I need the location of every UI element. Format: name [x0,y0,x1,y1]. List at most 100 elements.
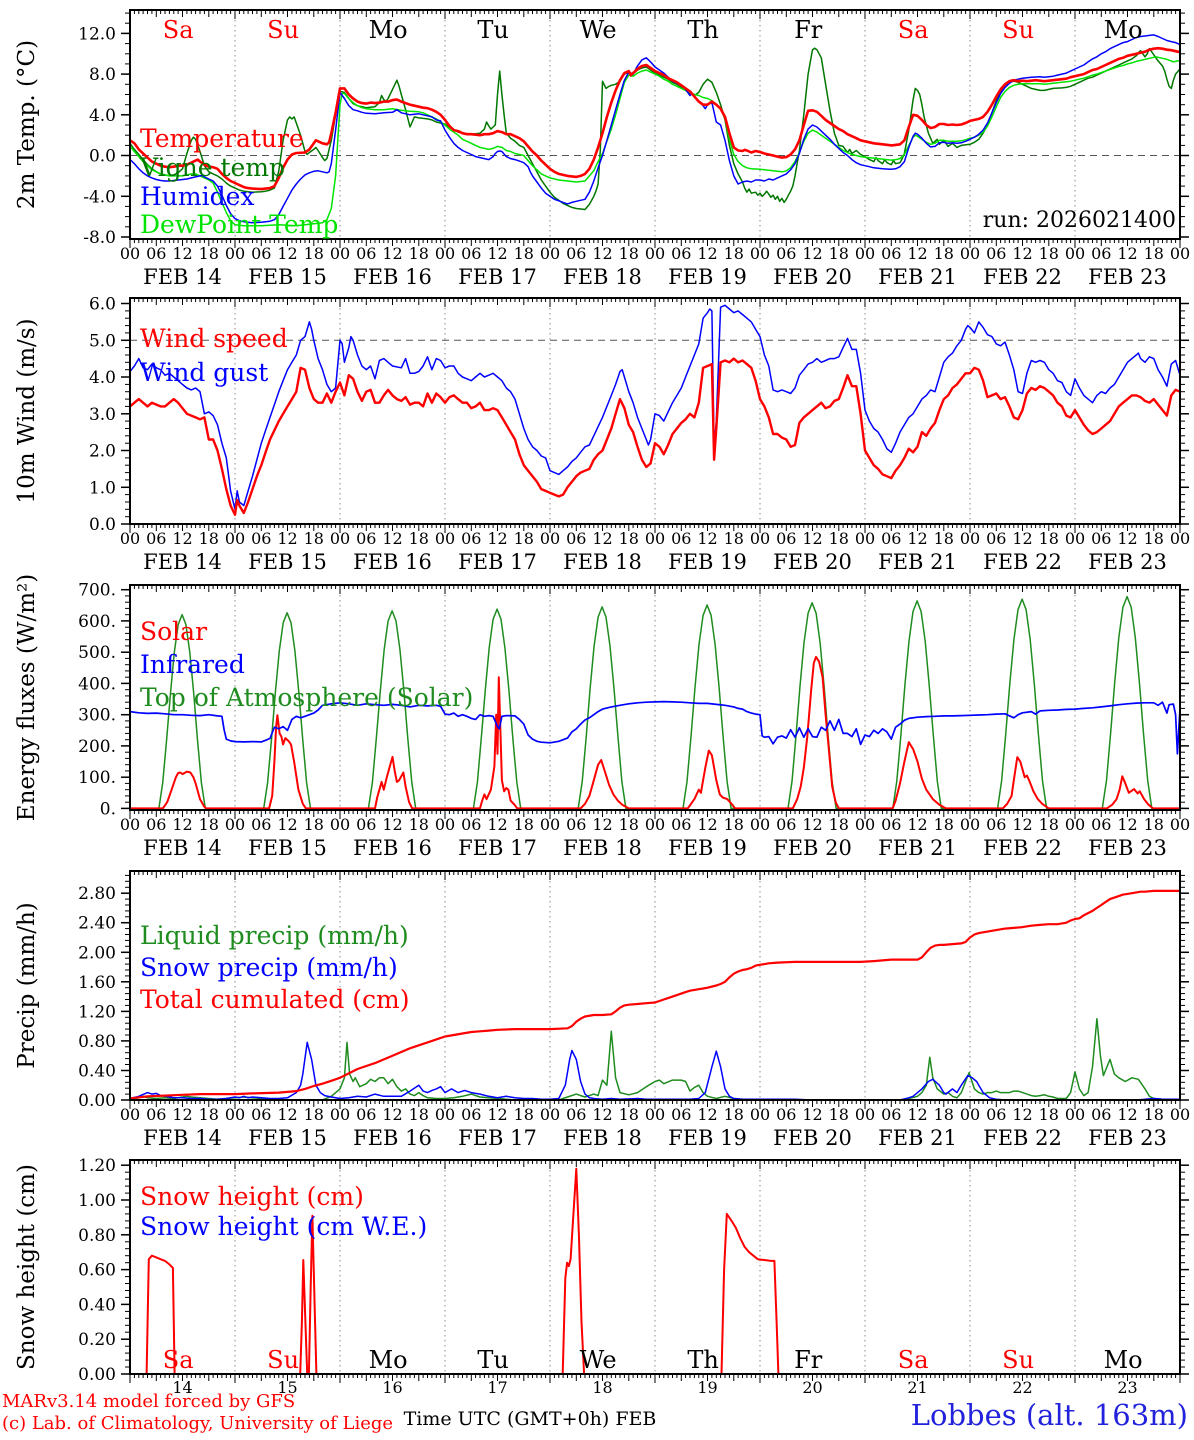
date-label: FEB 21 [878,265,957,289]
y-tick-label: 200. [78,737,116,757]
hour-label: 00 [960,815,980,834]
hour-label: 06 [356,1105,376,1124]
hour-label: 06 [461,529,481,548]
hour-label: 06 [1091,529,1111,548]
legend-precip-1: Snow precip (mm/h) [140,953,398,982]
y-tick-label: 1.20 [78,1002,116,1022]
date-label: FEB 15 [248,836,327,860]
y-axis-title: Energy fluxes (W/m²) [14,574,40,821]
hour-label: 00 [120,529,140,548]
series-infrared [129,700,1181,755]
hour-label: 00 [750,529,770,548]
hour-label: 00 [645,1105,665,1124]
hour-label: 00 [120,815,140,834]
hour-label: 18 [199,529,219,548]
hour-label: 06 [881,529,901,548]
hour-label: 06 [146,1105,166,1124]
y-tick-label: 0.40 [78,1061,116,1081]
hour-label: 18 [619,815,639,834]
hour-label: 06 [251,1105,271,1124]
hour-label: 00 [330,529,350,548]
date-label: FEB 22 [983,265,1062,289]
hour-label: 06 [776,1105,796,1124]
hour-label: 00 [1065,1105,1085,1124]
y-tick-label: 0. [100,799,116,819]
hour-label: 12 [172,244,192,263]
date-label: FEB 18 [563,836,642,860]
hour-label: 18 [1144,529,1164,548]
day-number-label: 16 [382,1378,402,1397]
hour-label: 12 [697,815,717,834]
legend-temperature-2: Humidex [140,182,255,211]
hour-label: 12 [382,1105,402,1124]
hour-label: 00 [855,1105,875,1124]
day-number-label: 19 [697,1378,717,1397]
day-name-label: Th [687,1346,718,1374]
date-label: FEB 20 [773,550,852,574]
hour-label: 06 [461,1105,481,1124]
date-label: FEB 14 [143,1126,222,1150]
hour-label: 18 [619,529,639,548]
hour-label: 06 [1091,244,1111,263]
day-name-label: Su [267,16,299,44]
hour-label: 12 [802,529,822,548]
hour-label: 00 [540,244,560,263]
hour-label: 00 [1065,244,1085,263]
date-label: FEB 20 [773,265,852,289]
date-label: FEB 16 [353,836,432,860]
panel-temperature: 12.08.04.00.0-4.0-8.000 06 12 18 00 06 12 18 00 0… [14,9,1190,289]
hour-label: 00 [225,1105,245,1124]
day-name-label: Sa [898,16,929,44]
date-label: FEB 15 [248,265,327,289]
day-name-label: Tu [477,1346,508,1374]
hour-label: 18 [304,529,324,548]
series-wind-speed [129,357,1181,516]
hour-label: 06 [356,815,376,834]
series-wind-gust [129,304,1181,511]
hour-label: 06 [251,529,271,548]
hour-label: 12 [1012,1105,1032,1124]
hour-label: 12 [697,1105,717,1124]
day-name-label: We [580,16,617,44]
hour-label: 00 [645,244,665,263]
hour-label: 06 [1091,1105,1111,1124]
day-name-label: Sa [163,1346,194,1374]
hour-label: 06 [461,244,481,263]
day-number-label: 20 [802,1378,822,1397]
panel-energy-fluxes: 700.600.500.400.300.200.100.0.00 06 12 18 00… [14,574,1190,860]
y-tick-label: 2.40 [78,914,116,934]
hour-label: 12 [697,529,717,548]
y-tick-label: 0.80 [78,1032,116,1052]
hour-label: 00 [225,529,245,548]
hour-label: 18 [724,529,744,548]
hour-label: 06 [1091,815,1111,834]
day-number-label: 23 [1117,1378,1137,1397]
hour-label: 18 [934,529,954,548]
hour-label: 18 [409,815,429,834]
hour-label: 06 [356,244,376,263]
hour-label: 18 [409,529,429,548]
day-name-label: Mo [369,1346,408,1374]
legend-temperature-3: DewPoint Temp [140,210,338,239]
y-tick-label: 2.00 [78,943,116,963]
y-tick-label: 4.0 [89,368,116,388]
hour-label: 18 [934,244,954,263]
date-label: FEB 18 [563,1126,642,1150]
y-tick-label: 2.80 [78,884,116,904]
day-name-label: Fr [794,16,823,44]
hour-label: 18 [1039,529,1059,548]
legend-snow-height-1: Snow height (cm W.E.) [140,1212,427,1241]
y-tick-label: 0.00 [78,1091,116,1111]
model-credit-line1: MARv3.14 model forced by GFS [2,1391,296,1412]
hour-label: 00 [330,1105,350,1124]
hour-label: 18 [1039,244,1059,263]
hour-label: 18 [304,244,324,263]
hour-label: 06 [986,1105,1006,1124]
hour-label: 12 [592,815,612,834]
y-tick-label: 6.0 [89,295,116,315]
hour-label: 12 [382,815,402,834]
date-label: FEB 21 [878,836,957,860]
legend-wind-1: Wind gust [140,358,268,387]
hour-label: 18 [934,1105,954,1124]
day-name-label: Su [1002,16,1034,44]
